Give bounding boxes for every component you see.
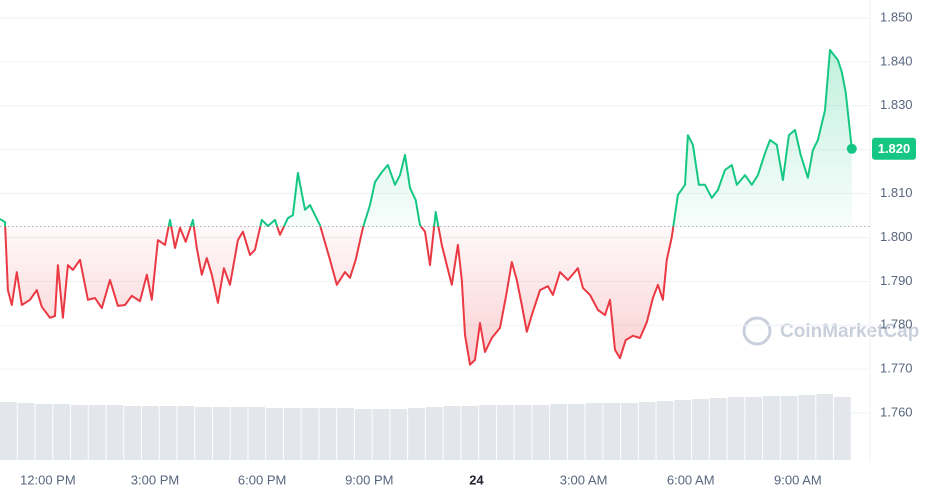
volume-bar [692, 399, 709, 460]
volume-bar [816, 394, 834, 460]
volume-bar [106, 405, 124, 460]
volume-bar [727, 397, 745, 460]
volume-bar [70, 405, 88, 460]
y-tick-label: 1.760 [880, 404, 913, 419]
y-tick-label: 1.770 [880, 361, 913, 376]
volume-bar [248, 407, 266, 460]
volume-bar [514, 405, 532, 460]
volume-bar [638, 402, 656, 460]
volume-bar [53, 404, 70, 460]
volume-bar [337, 408, 354, 460]
volume-bar [319, 408, 337, 460]
volume-bar [195, 407, 212, 460]
x-tick-label: 3:00 AM [560, 472, 608, 487]
x-tick-label: 24 [469, 472, 484, 487]
volume-bar [230, 407, 248, 460]
y-tick-label: 1.810 [880, 185, 913, 200]
volume-bar [479, 405, 496, 460]
watermark: CoinMarketCap [780, 321, 919, 342]
volume-bar [88, 405, 106, 460]
x-tick-label: 6:00 PM [238, 472, 286, 487]
x-tick-label: 3:00 PM [131, 472, 179, 487]
y-tick-label: 1.850 [880, 9, 913, 24]
volume-bar [532, 405, 550, 460]
volume-bar [390, 409, 408, 460]
volume-bar [354, 409, 372, 460]
volume-bar [425, 407, 443, 460]
volume-bar [159, 406, 177, 460]
volume-bar [834, 397, 851, 460]
x-tick-label: 9:00 PM [345, 472, 393, 487]
volume-bar [709, 398, 727, 460]
current-tag [872, 137, 916, 160]
volume-bar [567, 404, 585, 460]
y-tick-label: 1.830 [880, 97, 913, 112]
price-line [0, 49, 853, 366]
volume-bar [798, 395, 816, 460]
volume-bar [461, 406, 479, 460]
y-tick-label: 1.780 [880, 317, 913, 332]
volume-bar [674, 400, 692, 460]
volume-bar [17, 403, 35, 460]
volume-bar [585, 403, 603, 460]
volume-bar [266, 408, 283, 460]
volume-bar [0, 402, 17, 460]
volume-bar [301, 408, 319, 460]
volume-bar [372, 409, 390, 460]
x-tick-label: 6:00 AM [667, 472, 715, 487]
y-tick-label: 1.790 [880, 273, 913, 288]
current-label: 1.820 [878, 141, 911, 156]
volume-bar [780, 396, 798, 460]
volume-bar [141, 406, 159, 460]
watermark-logo [742, 316, 772, 346]
volume-bar [283, 408, 301, 460]
volume-bar [177, 406, 195, 460]
y-tick-label: 1.840 [880, 53, 913, 68]
volume-bar [443, 406, 461, 460]
x-tick-label: 9:00 AM [774, 472, 822, 487]
y-tick-label: 1.800 [880, 229, 913, 244]
volume-bar [550, 404, 567, 460]
volume-bar [408, 408, 425, 460]
volume-bar [763, 396, 780, 460]
volume-bar [745, 397, 763, 460]
volume-bar [124, 406, 141, 460]
volume-bar [656, 401, 674, 460]
volume-bar [621, 403, 638, 460]
volume-bar [603, 403, 621, 460]
current-dot [846, 143, 857, 154]
volume-bar [212, 407, 230, 460]
area [0, 50, 852, 365]
volume-bar [496, 405, 514, 460]
volume-bar [35, 404, 53, 460]
x-tick-label: 12:00 PM [20, 472, 76, 487]
